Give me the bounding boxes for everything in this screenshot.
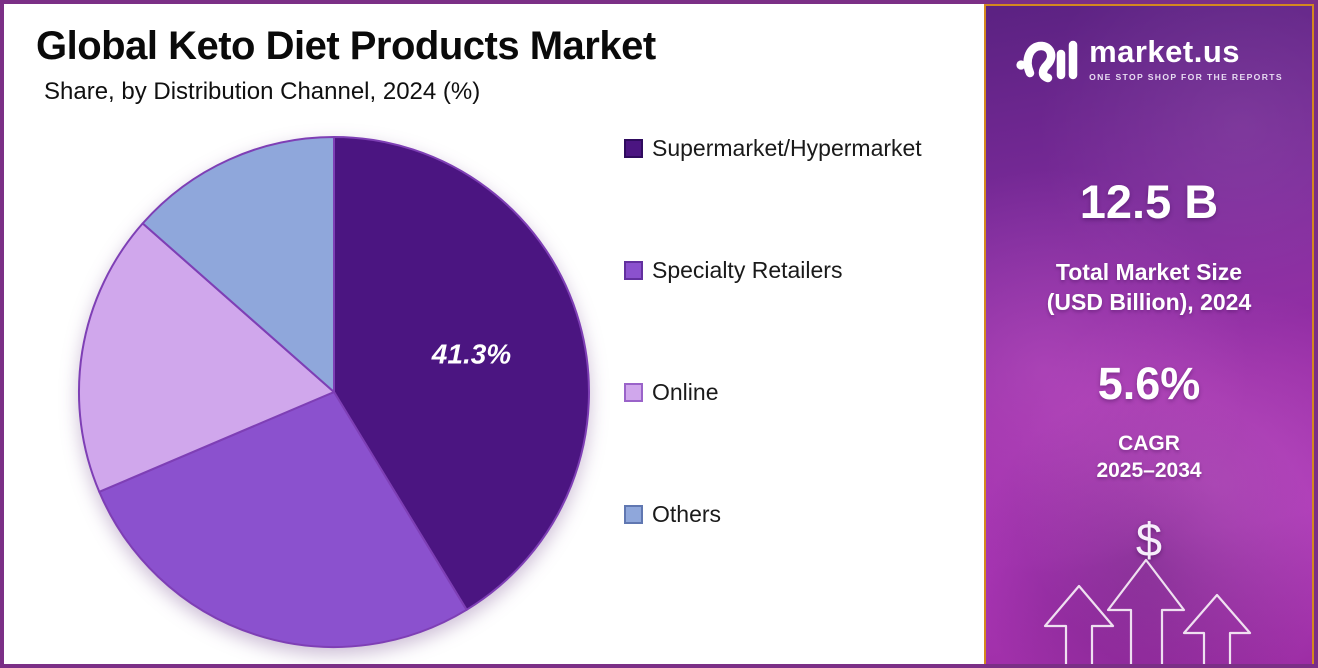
legend-swatch-icon [624,138,643,158]
pie-slice-label: 41.3% [431,339,511,370]
legend-swatch-icon [624,382,643,402]
legend-item-others: Others [624,500,922,528]
brand-tagline: ONE STOP SHOP FOR THE REPORTS [1089,72,1283,82]
pie-slice-supermarket-hypermarket [333,136,590,611]
pie-chart-container: 41.3% [69,122,599,654]
cagr-label: CAGR 2025–2034 [986,430,1312,485]
legend-swatch-icon [624,504,643,524]
growth-arrows-icon [1043,558,1252,664]
pie-slice-online [77,222,335,493]
market-us-logo-icon [1016,40,1078,83]
legend-item-online: Online [624,378,922,406]
legend-swatch-icon [624,260,643,280]
brand-name: market.us [1089,34,1241,69]
pie-slice-specialty-retailers [98,391,468,648]
cagr-value: 5.6% [1097,358,1201,409]
dollar-sign-icon: $ [1135,513,1163,566]
legend-item-supermarket-hypermarket: Supermarket/Hypermarket [624,134,922,162]
total-market-size-label: Total Market Size (USD Billion), 2024 [986,258,1312,318]
brand-logo: market.us ONE STOP SHOP FOR THE REPORTS [986,32,1312,86]
pie-slice-others [141,136,335,393]
legend-label: Supermarket/Hypermarket [652,134,922,161]
legend: Supermarket/Hypermarket Specialty Retaile… [624,134,922,622]
cagr-label-line2: 2025–2034 [1096,459,1202,483]
legend-label: Others [652,500,722,527]
page-title: Global Keto Diet Products Market [36,24,656,68]
total-market-size-label-line2: (USD Billion), 2024 [1046,288,1252,315]
page-subtitle: Share, by Distribution Channel, 2024 (%) [44,78,481,105]
cagr-label-line1: CAGR [1118,432,1180,455]
legend-label: Specialty Retailers [652,256,843,283]
total-market-size-label-line1: Total Market Size [1055,259,1243,285]
legend-label: Online [652,378,719,405]
pie-chart: 41.3% [77,136,590,648]
legend-item-specialty-retailers: Specialty Retailers [624,256,922,284]
sidebar: market.us ONE STOP SHOP FOR THE REPORTS … [984,4,1314,664]
total-market-size-value: 12.5 B [1079,175,1219,228]
